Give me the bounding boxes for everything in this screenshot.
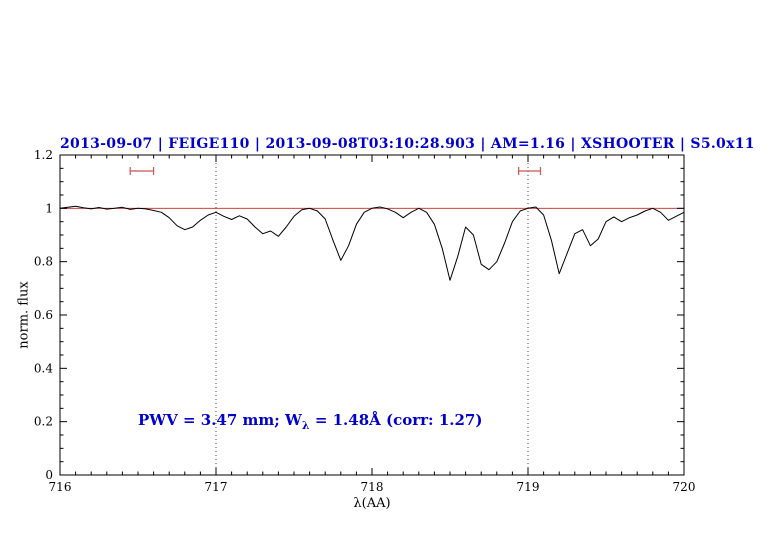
y-tick-label: 1.2 <box>34 148 53 162</box>
spectrum-line <box>59 205 685 281</box>
y-tick-label: 0.2 <box>34 415 53 429</box>
pwv-annotation-prefix: PWV = 3.47 mm; W <box>138 411 302 429</box>
x-tick-label: 718 <box>361 480 384 494</box>
plot-title: 2013-09-07 | FEIGE110 | 2013-09-08T03:10… <box>60 136 755 152</box>
y-tick-label: 0 <box>45 468 53 482</box>
y-tick-label: 0.8 <box>34 255 53 269</box>
x-tick-label: 716 <box>49 480 72 494</box>
pwv-annotation: PWV = 3.47 mm; Wλ = 1.48Å (corr: 1.27) <box>138 411 482 432</box>
x-axis-label: λ(AA) <box>353 496 391 511</box>
x-tick-label: 720 <box>673 480 696 494</box>
pwv-annotation-subscript: λ <box>301 419 310 432</box>
pwv-annotation-suffix: = 1.48Å (corr: 1.27) <box>309 411 483 429</box>
x-tick-label: 719 <box>517 480 540 494</box>
x-tick-label: 717 <box>205 480 228 494</box>
y-tick-label: 0.4 <box>34 361 53 375</box>
y-tick-label: 1 <box>45 201 53 215</box>
y-tick-label: 0.6 <box>34 308 53 322</box>
y-axis-label: norm. flux <box>16 281 32 349</box>
